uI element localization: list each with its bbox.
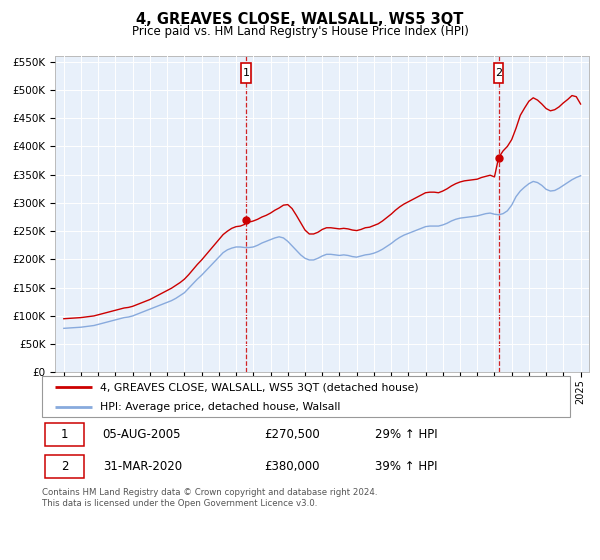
Text: £380,000: £380,000 — [264, 460, 319, 473]
Text: 1: 1 — [242, 68, 250, 78]
Bar — [241, 63, 251, 83]
Bar — [494, 63, 503, 83]
Text: 29% ↑ HPI: 29% ↑ HPI — [374, 428, 437, 441]
Text: 2: 2 — [61, 460, 68, 473]
Bar — [44, 455, 84, 478]
Text: Contains HM Land Registry data © Crown copyright and database right 2024.
This d: Contains HM Land Registry data © Crown c… — [42, 488, 377, 508]
Text: 1: 1 — [61, 428, 68, 441]
Text: 05-AUG-2005: 05-AUG-2005 — [103, 428, 181, 441]
Text: HPI: Average price, detached house, Walsall: HPI: Average price, detached house, Wals… — [100, 402, 340, 412]
Text: 4, GREAVES CLOSE, WALSALL, WS5 3QT: 4, GREAVES CLOSE, WALSALL, WS5 3QT — [136, 12, 464, 27]
Text: 4, GREAVES CLOSE, WALSALL, WS5 3QT (detached house): 4, GREAVES CLOSE, WALSALL, WS5 3QT (deta… — [100, 382, 419, 393]
Bar — [44, 423, 84, 446]
Text: 31-MAR-2020: 31-MAR-2020 — [103, 460, 182, 473]
Text: 2: 2 — [495, 68, 502, 78]
Text: £270,500: £270,500 — [264, 428, 320, 441]
Text: Price paid vs. HM Land Registry's House Price Index (HPI): Price paid vs. HM Land Registry's House … — [131, 25, 469, 38]
Text: 39% ↑ HPI: 39% ↑ HPI — [374, 460, 437, 473]
